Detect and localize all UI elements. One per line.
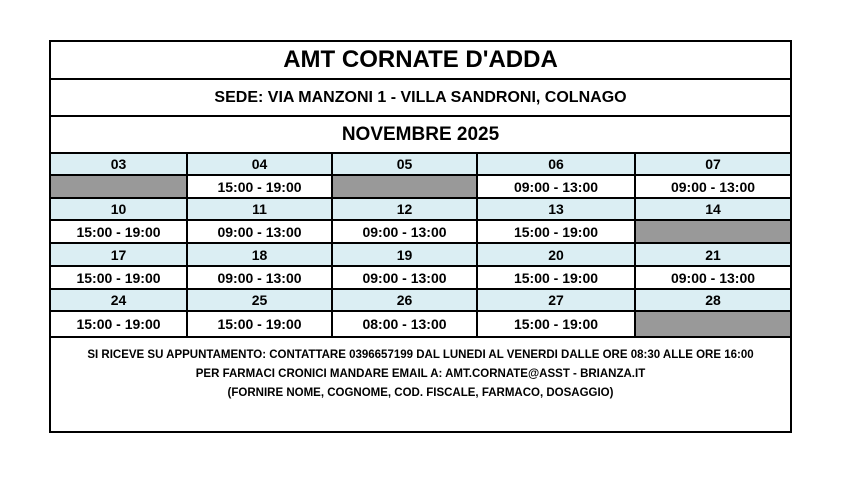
- day-number: 17: [51, 244, 188, 267]
- opening-hours: 09:00 - 13:00: [188, 267, 333, 290]
- day-number: 05: [333, 154, 478, 176]
- opening-hours: 15:00 - 19:00: [478, 312, 636, 336]
- day-number: 19: [333, 244, 478, 267]
- closed-cell: [636, 221, 790, 244]
- opening-hours: 15:00 - 19:00: [51, 221, 188, 244]
- opening-hours: 08:00 - 13:00: [333, 312, 478, 336]
- day-number: 24: [51, 290, 188, 312]
- opening-hours: 15:00 - 19:00: [51, 312, 188, 336]
- day-number: 10: [51, 199, 188, 221]
- schedule-sheet: AMT CORNATE D'ADDA SEDE: VIA MANZONI 1 -…: [49, 40, 792, 433]
- location-address: SEDE: VIA MANZONI 1 - VILLA SANDRONI, CO…: [51, 80, 790, 117]
- opening-hours: 15:00 - 19:00: [188, 312, 333, 336]
- closed-cell: [636, 312, 790, 336]
- opening-hours: 15:00 - 19:00: [478, 267, 636, 290]
- day-number: 27: [478, 290, 636, 312]
- day-number: 18: [188, 244, 333, 267]
- closed-cell: [51, 176, 188, 199]
- opening-hours: 09:00 - 13:00: [188, 221, 333, 244]
- day-number: 07: [636, 154, 790, 176]
- day-number: 11: [188, 199, 333, 221]
- day-number: 21: [636, 244, 790, 267]
- month-heading: NOVEMBRE 2025: [51, 117, 790, 154]
- day-number: 25: [188, 290, 333, 312]
- day-number: 26: [333, 290, 478, 312]
- footer-line: (FORNIRE NOME, COGNOME, COD. FISCALE, FA…: [227, 387, 614, 399]
- day-number: 04: [188, 154, 333, 176]
- calendar-grid: 03 04 05 06 07 15:00 - 19:00 09:00 - 13:00 09:0…: [51, 154, 790, 338]
- footer-notes: SI RICEVE SU APPUNTAMENTO: CONTATTARE 03…: [51, 346, 790, 403]
- day-number: 13: [478, 199, 636, 221]
- footer-line: PER FARMACI CRONICI MANDARE EMAIL A: AMT…: [195, 368, 646, 380]
- opening-hours: 09:00 - 13:00: [478, 176, 636, 199]
- opening-hours: 15:00 - 19:00: [51, 267, 188, 290]
- opening-hours: 09:00 - 13:00: [333, 267, 478, 290]
- opening-hours: 09:00 - 13:00: [333, 221, 478, 244]
- footer-line: SI RICEVE SU APPUNTAMENTO: CONTATTARE 03…: [87, 349, 754, 361]
- closed-cell: [333, 176, 478, 199]
- day-number: 20: [478, 244, 636, 267]
- day-number: 06: [478, 154, 636, 176]
- day-number: 28: [636, 290, 790, 312]
- day-number: 12: [333, 199, 478, 221]
- opening-hours: 09:00 - 13:00: [636, 176, 790, 199]
- opening-hours: 15:00 - 19:00: [188, 176, 333, 199]
- page-title: AMT CORNATE D'ADDA: [51, 42, 790, 80]
- day-number: 03: [51, 154, 188, 176]
- opening-hours: 09:00 - 13:00: [636, 267, 790, 290]
- opening-hours: 15:00 - 19:00: [478, 221, 636, 244]
- day-number: 14: [636, 199, 790, 221]
